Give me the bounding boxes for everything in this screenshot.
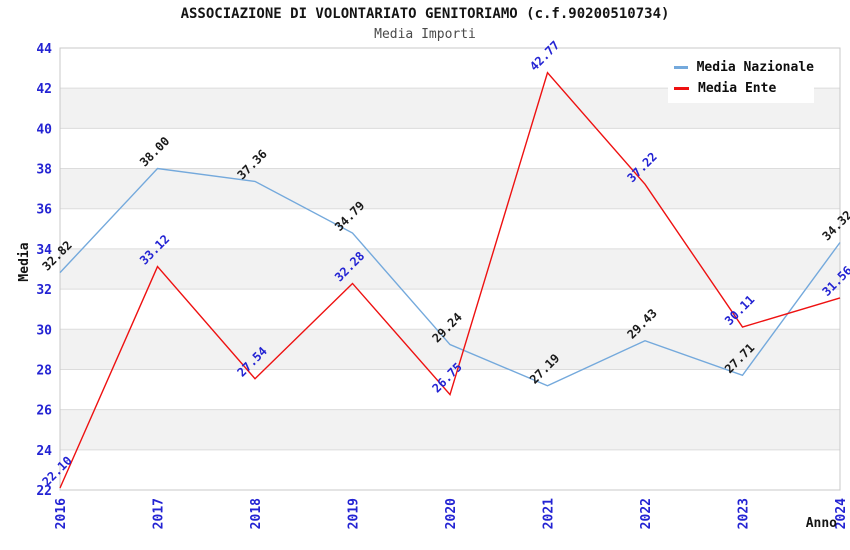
x-tick-label: 2017 [152,498,167,529]
y-tick-label: 32 [36,283,52,298]
y-tick-label: 42 [36,82,52,97]
grid-band [60,329,840,370]
x-tick-label: 2024 [834,498,849,529]
x-tick-label: 2022 [639,498,654,529]
y-tick-label: 44 [36,42,52,57]
legend-swatch-media-ente [674,87,689,90]
legend-item-media-ente: Media Ente [674,81,814,96]
chart-title: ASSOCIAZIONE DI VOLONTARIATO GENITORIAMO… [180,6,670,22]
grid-band [60,168,840,209]
y-tick-label: 36 [36,203,52,218]
x-tick-label: 2018 [249,498,264,529]
data-label: 42.77 [527,38,562,73]
x-tick-label: 2021 [542,498,557,529]
chart-legend: Media Nazionale Media Ente [668,53,814,103]
legend-item-media-nazionale: Media Nazionale [674,60,814,75]
x-tick-label: 2023 [737,498,752,529]
y-tick-label: 24 [36,444,52,459]
legend-swatch-media-nazionale [674,66,688,69]
y-axis-title: Media [17,242,32,281]
chart-subtitle: Media Importi [374,27,476,42]
y-tick-label: 30 [36,323,52,338]
grid-band [60,409,840,450]
x-tick-label: 2016 [54,498,69,529]
y-tick-label: 34 [36,243,52,258]
y-tick-label: 40 [36,122,52,137]
y-tick-label: 22 [36,484,52,499]
x-axis-title: Anno [806,516,837,531]
grid-band [60,248,840,290]
legend-label: Media Nazionale [696,60,814,75]
data-label: 34.32 [819,208,850,243]
y-tick-label: 38 [36,163,52,178]
data-label: 38.00 [137,134,172,169]
legend-label: Media Ente [698,81,777,96]
x-tick-label: 2020 [444,498,459,529]
plot-border [59,47,841,491]
y-tick-label: 28 [36,363,52,378]
y-tick-label: 26 [36,404,52,419]
series-line-media-nazionale [59,167,841,387]
x-tick-label: 2019 [347,498,362,529]
series-line-media-ente [59,71,841,489]
